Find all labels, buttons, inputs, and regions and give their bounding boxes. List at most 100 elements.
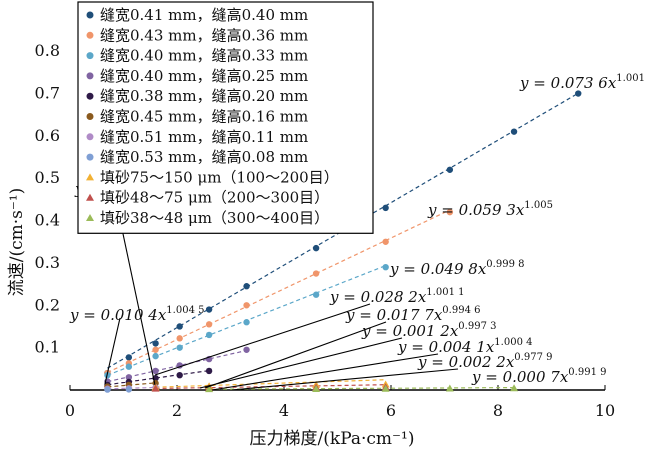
leader-lines <box>104 195 459 391</box>
fit-line <box>107 209 451 374</box>
data-point <box>152 340 159 347</box>
data-point <box>510 128 518 135</box>
data-point <box>312 270 320 277</box>
legend: 缝宽0.41 mm，缝高0.40 mm 缝宽0.43 mm，缝高0.36 mm 缝宽… <box>77 1 374 234</box>
data-point <box>176 371 183 379</box>
equation-exponent: 0.991 9 <box>568 367 606 378</box>
data-point <box>312 384 321 392</box>
legend-marker <box>86 92 94 100</box>
fit-equation: y = 0.028 2x1.001 1 <box>329 287 464 306</box>
data-point <box>152 367 159 375</box>
equation-exponent: 1.004 5 <box>166 305 204 316</box>
data-point <box>243 319 250 326</box>
legend-label: 缝宽0.38 mm，缝高0.20 mm <box>100 87 308 105</box>
data-point <box>152 346 159 353</box>
fit-equation: y = 0.002 2x0.977 9 <box>417 352 552 371</box>
legend-marker <box>86 214 94 221</box>
data-point <box>312 244 320 252</box>
data-point <box>205 321 213 328</box>
fit-equation: y = 0.017 7x0.994 6 <box>345 305 480 324</box>
data-point <box>243 346 250 353</box>
data-point <box>312 291 320 298</box>
x-tick-label: 8 <box>493 401 503 420</box>
equation-exponent: 1.000 4 <box>494 337 532 348</box>
legend-marker <box>86 31 94 39</box>
data-point <box>125 354 133 361</box>
legend-label: 填砂38～48 μm（300～400目） <box>100 209 329 227</box>
x-tick-label: 2 <box>172 401 182 420</box>
legend-label: 缝宽0.51 mm，缝高0.11 mm <box>100 128 308 146</box>
data-point <box>104 386 111 393</box>
equation-exponent: 1.005 <box>524 200 553 211</box>
legend-marker <box>86 173 94 181</box>
x-tick-label: 10 <box>595 401 615 420</box>
data-point <box>125 386 133 393</box>
x-tick-label: 6 <box>386 401 396 420</box>
equation-variable: y = 0.001 2x <box>361 322 459 340</box>
leader-line <box>199 337 403 389</box>
fit-equation: y = 0.004 1x1.000 4 <box>397 337 532 356</box>
y-tick-label: 0.8 <box>35 41 60 60</box>
equation-variable: y = 0.049 8x <box>389 260 487 278</box>
legend-label: 缝宽0.43 mm，缝高0.36 mm <box>100 26 308 44</box>
fit-equation: y = 0.000 7x0.991 9 <box>471 367 606 386</box>
leader-line <box>211 353 439 391</box>
data-point <box>382 263 389 271</box>
data-point <box>205 385 214 393</box>
y-tick-label: 0.4 <box>35 211 60 230</box>
equation-exponent: 0.994 6 <box>442 305 480 316</box>
legend-marker <box>86 113 94 120</box>
fit-equation: y = 0.049 8x0.999 8 <box>389 259 524 278</box>
data-point <box>176 335 183 342</box>
equation-exponent: 0.977 9 <box>514 352 552 363</box>
equation-variable: y = 0.000 7x <box>471 368 569 386</box>
legend-marker <box>86 52 94 60</box>
legend-label: 填砂75～150 μm（100～200目） <box>100 168 339 186</box>
legend-marker <box>86 153 94 161</box>
data-point <box>382 204 389 212</box>
data-point <box>125 374 133 381</box>
y-tick-label: 0.2 <box>35 295 60 314</box>
data-point <box>446 166 454 173</box>
data-point <box>205 331 213 339</box>
equation-variable: y = 0.073 6x <box>519 74 617 92</box>
y-tick-label: 0.5 <box>35 168 60 187</box>
data-point <box>152 352 159 360</box>
data-point <box>176 323 183 330</box>
data-point <box>243 302 250 309</box>
x-tick-label: 0 <box>65 401 75 420</box>
data-point <box>446 208 454 216</box>
legend-box <box>77 1 374 234</box>
equation-exponent: 1.001 <box>616 73 645 84</box>
legend-marker <box>86 133 94 141</box>
data-point <box>205 367 213 375</box>
legend-label: 缝宽0.53 mm，缝高0.08 mm <box>100 148 308 166</box>
data-point <box>125 363 133 370</box>
equation-exponent: 0.999 8 <box>486 259 524 270</box>
data-point <box>151 384 160 392</box>
legend-label: 缝宽0.40 mm，缝高0.25 mm <box>100 67 308 85</box>
leader-line <box>104 317 121 385</box>
y-tick-label: 0.7 <box>35 84 60 103</box>
equation-variable: y = 0.010 4x <box>69 306 167 324</box>
y-axis-title: 流速/(cm·s⁻¹) <box>7 188 27 297</box>
leader-line <box>154 303 371 376</box>
data-point <box>243 283 250 290</box>
data-point <box>205 306 213 313</box>
equation-variable: y = 0.004 1x <box>397 338 495 356</box>
legend-marker <box>86 72 94 80</box>
fit-equation: y = 0.059 3x1.005 <box>427 200 553 219</box>
data-point <box>510 384 519 392</box>
x-axis-title: 压力梯度/(kPa·cm⁻¹) <box>250 429 415 449</box>
data-point <box>382 238 389 245</box>
legend-label: 缝宽0.40 mm，缝高0.33 mm <box>100 47 308 65</box>
fit-equation: y = 0.010 4x1.004 5 <box>69 305 204 324</box>
equation-variable: y = 0.002 2x <box>417 353 515 371</box>
y-tick-label: 0.6 <box>35 126 60 145</box>
legend-marker <box>86 11 94 19</box>
axes: 0 2 4 6 8 10 0.1 0.2 0.3 0.4 0.5 0.6 0.7 0.8 <box>35 41 616 420</box>
leader-line <box>204 321 387 389</box>
fit-equation: y = 0.001 2x0.997 3 <box>361 321 496 340</box>
equation-variable: y = 0.059 3x <box>427 201 525 219</box>
legend-label: 缝宽0.45 mm，缝高0.16 mm <box>100 108 308 126</box>
